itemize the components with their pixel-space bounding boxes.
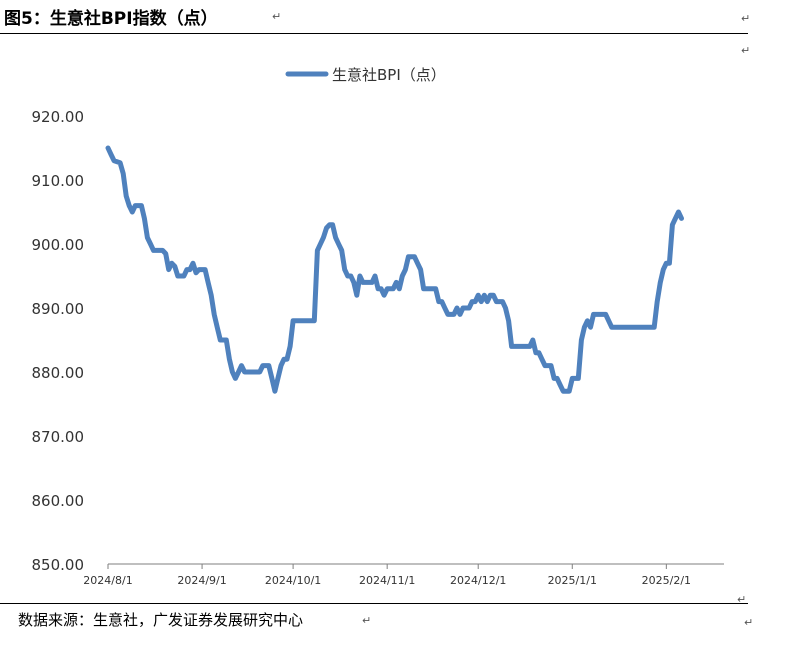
x-tick-label: 2024/12/1 (450, 574, 506, 587)
x-tick-label: 2024/9/1 (177, 574, 226, 587)
x-tick-label: 2025/2/1 (642, 574, 691, 587)
x-tick-label: 2025/1/1 (548, 574, 597, 587)
x-axis: 2024/8/1 2024/9/1 2024/10/1 2024/11/1 2024/1… (83, 563, 724, 587)
x-tick-label: 2024/11/1 (359, 574, 415, 587)
paragraph-mark-source: ↵ (362, 614, 372, 627)
title-divider (0, 33, 748, 34)
chart-legend: 生意社BPI（点） (285, 66, 446, 84)
figure-title: 图5：生意社BPI指数（点） (4, 9, 218, 29)
y-tick-label: 910.00 (32, 172, 85, 190)
bpi-line-chart: 生意社BPI（点） 850.00 860.00 870.00 880.00 890.00… (32, 66, 724, 587)
y-tick-label: 880.00 (32, 364, 85, 382)
paragraph-mark-right-2: ↵ (741, 44, 751, 57)
legend-label: 生意社BPI（点） (332, 66, 446, 84)
paragraph-mark-top: ↵ (272, 10, 282, 23)
paragraph-mark-right-4: ↵ (744, 616, 754, 629)
x-tick-label: 2024/10/1 (265, 574, 321, 587)
paragraph-mark-right-3: ↵ (737, 593, 747, 606)
y-tick-label: 900.00 (32, 236, 85, 254)
source-divider (0, 603, 748, 604)
y-tick-label: 890.00 (32, 300, 85, 318)
y-tick-label: 870.00 (32, 428, 85, 446)
source-note: 数据来源：生意社，广发证券发展研究中心 (18, 611, 304, 629)
y-tick-label: 920.00 (32, 108, 85, 126)
y-tick-label: 850.00 (32, 556, 85, 574)
series-line-bpi (105, 145, 684, 394)
x-tick-label: 2024/8/1 (83, 574, 132, 587)
paragraph-mark-right-1: ↵ (741, 12, 751, 25)
y-tick-label: 860.00 (32, 492, 85, 510)
y-axis: 850.00 860.00 870.00 880.00 890.00 900.00 910.… (32, 108, 85, 574)
series-layer (105, 145, 684, 394)
